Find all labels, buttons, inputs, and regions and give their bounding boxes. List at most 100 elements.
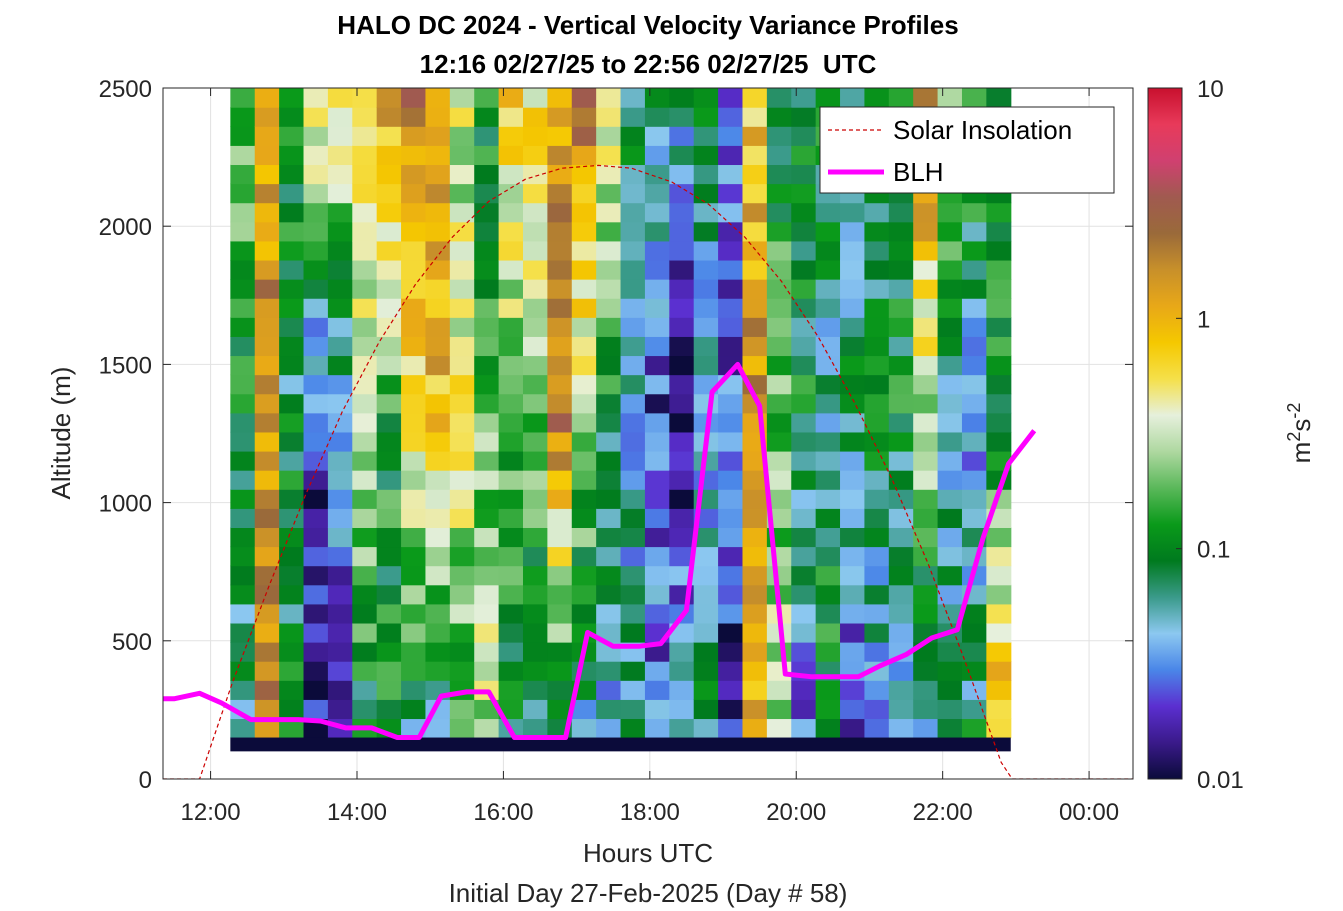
heatmap-cell [913, 374, 939, 395]
heatmap-cell [303, 317, 329, 337]
heatmap-cell [937, 374, 963, 395]
heatmap-cell [986, 603, 1012, 624]
heatmap-cell [791, 240, 817, 261]
heatmap-cell [742, 450, 768, 471]
heatmap-cell [766, 699, 792, 720]
heatmap-cell [522, 699, 548, 720]
heatmap-cell [986, 202, 1012, 223]
heatmap-cell [791, 680, 817, 700]
heatmap-cell [352, 164, 378, 185]
heatmap-cell [742, 603, 768, 624]
heatmap-cell [498, 412, 524, 433]
heatmap-cell [401, 374, 427, 395]
heatmap-cell [352, 584, 378, 605]
heatmap-cell [644, 317, 670, 337]
heatmap-cell [571, 622, 597, 643]
heatmap-cell [888, 221, 914, 242]
heatmap-cell [864, 680, 890, 700]
heatmap-cell [937, 470, 963, 490]
heatmap-cell [425, 279, 451, 299]
heatmap-cell [303, 699, 329, 720]
heatmap-cell [230, 126, 256, 146]
heatmap-cell [718, 259, 744, 280]
heatmap-cell [986, 355, 1012, 376]
heatmap-cell [791, 622, 817, 643]
heatmap-cell [815, 642, 841, 662]
heatmap-cell [279, 642, 305, 662]
heatmap-cell [913, 355, 939, 376]
heatmap-cell [571, 450, 597, 471]
heatmap-cell [669, 642, 695, 662]
heatmap-cell [230, 202, 256, 223]
heatmap-cell [376, 145, 402, 166]
heatmap-cell [620, 183, 646, 204]
heatmap-cell [230, 279, 256, 299]
heatmap-cell [303, 546, 329, 567]
heatmap-cell [279, 584, 305, 605]
heatmap-cell [474, 355, 500, 376]
heatmap-cell [766, 298, 792, 318]
heatmap-cell [571, 317, 597, 337]
heatmap-cell [376, 336, 402, 357]
heatmap-cell [961, 317, 987, 337]
heatmap-cell [888, 279, 914, 299]
heatmap-cell [644, 336, 670, 357]
heatmap-cell [401, 164, 427, 185]
heatmap-cell [449, 145, 475, 166]
heatmap-cell [498, 680, 524, 700]
heatmap-cell [644, 145, 670, 166]
heatmap-cell [303, 221, 329, 242]
heatmap-cell [693, 680, 719, 700]
heatmap-cell [742, 336, 768, 357]
heatmap-cell [547, 374, 573, 395]
heatmap-cell [474, 336, 500, 357]
heatmap-cell [718, 470, 744, 490]
heatmap-cell [498, 450, 524, 471]
x-axis-label: Hours UTC [583, 838, 713, 868]
heatmap-cell [571, 240, 597, 261]
heatmap-cell [742, 145, 768, 166]
heatmap-cell [669, 126, 695, 146]
heatmap-cell [840, 279, 866, 299]
heatmap-cell [352, 298, 378, 318]
heatmap-cell [547, 661, 573, 681]
heatmap-cell [449, 450, 475, 471]
heatmap-cell [620, 88, 646, 108]
heatmap-cell [474, 450, 500, 471]
heatmap-cell [474, 431, 500, 452]
heatmap-cell [230, 259, 256, 280]
heatmap-cell [864, 431, 890, 452]
heatmap-cell [474, 240, 500, 261]
heatmap-cell [742, 164, 768, 185]
heatmap-cell [401, 584, 427, 605]
heatmap-cell [913, 202, 939, 223]
heatmap-cell [303, 298, 329, 318]
heatmap-cell [425, 164, 451, 185]
heatmap-cell [303, 661, 329, 681]
heatmap-cell [644, 565, 670, 586]
heatmap-cell [254, 584, 280, 605]
heatmap-cell [522, 622, 548, 643]
heatmap-cell [547, 221, 573, 242]
heatmap-cell [376, 412, 402, 433]
heatmap-cell [620, 145, 646, 166]
heatmap-cell [815, 489, 841, 509]
heatmap-cell [279, 431, 305, 452]
heatmap-cell [401, 355, 427, 376]
heatmap-cell [791, 699, 817, 720]
heatmap-cell [401, 470, 427, 490]
heatmap-cell [840, 603, 866, 624]
heatmap-cell [766, 470, 792, 490]
heatmap-cell [961, 88, 987, 108]
heatmap-cell [840, 470, 866, 490]
heatmap-cell [644, 107, 670, 127]
heatmap-cell [230, 317, 256, 337]
heatmap-cell [522, 489, 548, 509]
heatmap-cell [693, 661, 719, 681]
heatmap-cell [230, 374, 256, 395]
heatmap-cell [254, 680, 280, 700]
heatmap-cell [669, 317, 695, 337]
heatmap-cell [742, 279, 768, 299]
heatmap-cell [303, 107, 329, 127]
heatmap-cell [474, 661, 500, 681]
